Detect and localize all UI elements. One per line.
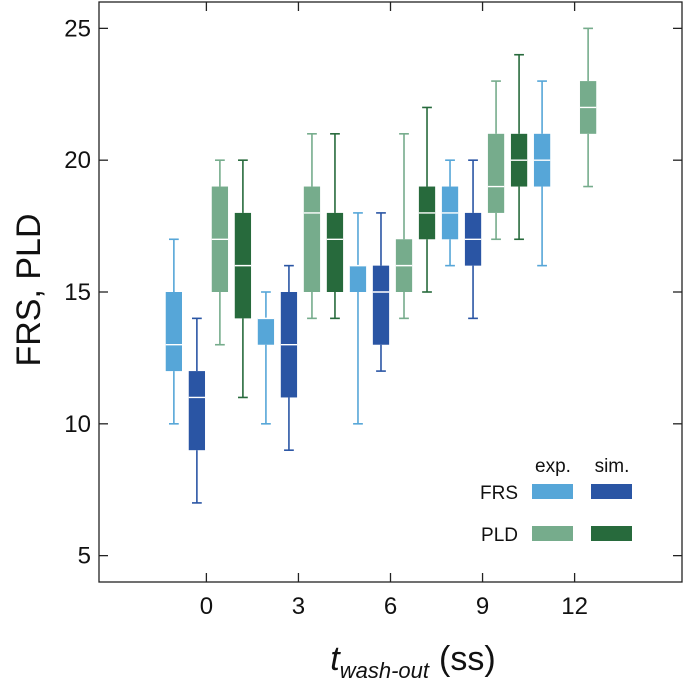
y-tick-label: 15 [64, 279, 91, 306]
box-frs-exp [165, 238, 183, 425]
series-frs-sim [188, 159, 482, 504]
box-frs-sim [464, 159, 482, 320]
box-pld-exp [579, 27, 597, 188]
x-axis-title: twash-out (ss) [330, 640, 495, 683]
box-pld-sim [326, 133, 344, 320]
box-body [257, 318, 275, 345]
x-axis-ticks: 0 3 6 9 12 [200, 2, 588, 620]
y-tick-label: 25 [64, 15, 91, 42]
box-pld-exp [303, 133, 321, 320]
box-body [372, 265, 390, 345]
legend-row-pld: PLD [481, 525, 518, 546]
box-series-group [165, 27, 597, 504]
box-frs-sim [188, 317, 206, 504]
box-pld-sim [418, 106, 436, 293]
legend-col-sim: sim. [595, 456, 630, 477]
box-frs-exp [257, 291, 275, 425]
legend: exp. sim. FRS PLD [480, 456, 632, 546]
box-frs-exp [533, 80, 551, 267]
y-axis-title: FRS, PLD [10, 213, 48, 366]
y-tick-label: 20 [64, 147, 91, 174]
series-frs-exp [165, 80, 551, 425]
box-pld-sim [234, 159, 252, 399]
box-body [349, 265, 367, 292]
box-pld-exp [211, 159, 229, 346]
y-tick-label: 5 [78, 543, 91, 570]
legend-swatch-pld-exp [532, 526, 573, 541]
box-frs-sim [280, 264, 298, 451]
x-axis-title-subscript: wash-out [340, 658, 430, 683]
x-axis-title-main: t [330, 640, 341, 678]
box-pld-exp [395, 133, 413, 320]
box-body [326, 212, 344, 292]
legend-swatch-frs-sim [591, 484, 632, 499]
box-frs-exp [349, 212, 367, 425]
box-frs-sim [372, 212, 390, 372]
y-tick-label: 10 [64, 411, 91, 438]
x-tick-label: 6 [384, 593, 397, 620]
x-tick-label: 0 [200, 593, 213, 620]
x-tick-label: 12 [561, 593, 588, 620]
box-pld-sim [510, 53, 528, 241]
box-body [188, 371, 206, 451]
legend-col-exp: exp. [535, 456, 571, 477]
y-axis-ticks: 5 10 15 20 25 [64, 15, 682, 570]
legend-row-frs: FRS [480, 483, 518, 504]
series-pld-sim [234, 53, 528, 399]
box-pld-exp [487, 80, 505, 241]
legend-swatch-frs-exp [532, 484, 573, 499]
x-axis-title-unit: (ss) [439, 640, 496, 678]
x-tick-label: 9 [476, 593, 489, 620]
box-frs-exp [441, 159, 459, 267]
x-tick-label: 3 [292, 593, 305, 620]
legend-swatch-pld-sim [591, 526, 632, 541]
box-body [487, 133, 505, 213]
box-body [165, 292, 183, 372]
box-body [303, 186, 321, 292]
series-pld-exp [211, 27, 597, 346]
